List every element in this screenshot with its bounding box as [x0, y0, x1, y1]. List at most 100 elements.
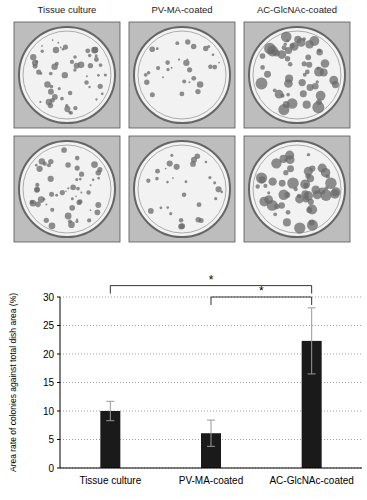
colony: [303, 101, 311, 109]
colony: [169, 212, 172, 215]
photo-frame: [129, 136, 235, 242]
colony: [44, 218, 49, 223]
dish-photo: [129, 22, 235, 128]
colony: [285, 47, 292, 54]
colony: [197, 202, 202, 207]
colony: [178, 223, 184, 229]
colony: [316, 49, 323, 56]
error-bar: [106, 401, 114, 420]
colony: [326, 174, 330, 178]
colony: [167, 161, 173, 167]
category-label: Tissue culture: [79, 475, 141, 486]
colony: [55, 194, 58, 197]
dish-rim: [138, 31, 226, 119]
colony: [35, 183, 39, 187]
colony: [182, 80, 186, 84]
photo-label: AC-GlcNAc-coated: [257, 4, 337, 15]
colony: [36, 166, 42, 172]
colony: [302, 61, 307, 66]
dish: [19, 141, 115, 237]
colony: [172, 177, 174, 179]
colony: [88, 86, 90, 88]
colony: [148, 208, 154, 214]
tick-label: 15: [43, 377, 55, 388]
photo-label: Tissue culture: [38, 4, 97, 15]
colony: [155, 169, 160, 174]
colony: [45, 204, 47, 206]
colony: [273, 212, 277, 216]
colony: [286, 39, 289, 42]
colony: [182, 192, 187, 197]
dish-rim: [253, 31, 341, 119]
colony: [43, 198, 46, 201]
dish: [134, 141, 230, 237]
colony: [256, 78, 268, 90]
colony: [307, 204, 317, 214]
colony: [300, 179, 310, 189]
dish: [249, 141, 345, 237]
colony: [90, 209, 92, 211]
colony: [205, 161, 208, 164]
colony: [61, 147, 67, 153]
colony: [286, 210, 291, 215]
colony: [281, 32, 292, 43]
colony: [104, 73, 107, 76]
colony: [271, 158, 281, 168]
colony: [278, 50, 287, 59]
colony: [34, 187, 40, 193]
colony: [299, 79, 306, 86]
colony: [285, 192, 291, 198]
colony: [279, 180, 286, 187]
dish: [134, 27, 230, 123]
colony: [264, 195, 273, 204]
colony: [94, 209, 100, 215]
dish-photo: [244, 22, 350, 128]
colony: [191, 157, 197, 163]
colony: [297, 194, 301, 198]
tick-label: 5: [48, 434, 54, 445]
tick-label: 25: [43, 320, 55, 331]
colony: [218, 62, 220, 64]
figure: Tissue culture PV-MA-coated AC-GlcNAc-coat…: [0, 0, 367, 500]
colony: [67, 187, 69, 189]
colony: [92, 178, 95, 181]
colony: [191, 44, 197, 50]
colony: [146, 179, 150, 183]
colony: [99, 63, 103, 67]
tick-label: 0: [48, 463, 54, 474]
colony: [49, 222, 56, 229]
colony: [220, 191, 223, 194]
colony: [212, 53, 215, 56]
dish-rim: [23, 145, 111, 233]
colony: [159, 206, 162, 209]
colony: [331, 187, 340, 196]
colony: [41, 50, 44, 53]
colony: [97, 74, 100, 77]
colony: [68, 91, 73, 96]
colony: [53, 47, 59, 53]
colony: [311, 186, 320, 195]
colony: [69, 205, 75, 211]
dish-photo: [14, 136, 120, 242]
colony: [91, 47, 98, 54]
colony: [195, 89, 200, 94]
colony: [80, 191, 82, 193]
colony: [52, 39, 54, 41]
colony: [213, 181, 216, 184]
category-label: PV-MA-coated: [179, 475, 243, 486]
colony: [30, 200, 37, 207]
colony: [94, 57, 99, 62]
colony: [38, 196, 45, 203]
colony: [305, 54, 311, 60]
colony: [149, 47, 155, 53]
colony: [35, 164, 38, 167]
colony: [305, 70, 310, 75]
colony: [294, 222, 305, 233]
colony: [86, 190, 90, 194]
colony: [75, 178, 78, 181]
colony: [185, 39, 190, 44]
axis-title: Area rate of colonies against total dish…: [8, 293, 18, 472]
dish-photo: [14, 22, 120, 128]
colony: [275, 90, 284, 99]
colony: [65, 213, 72, 220]
